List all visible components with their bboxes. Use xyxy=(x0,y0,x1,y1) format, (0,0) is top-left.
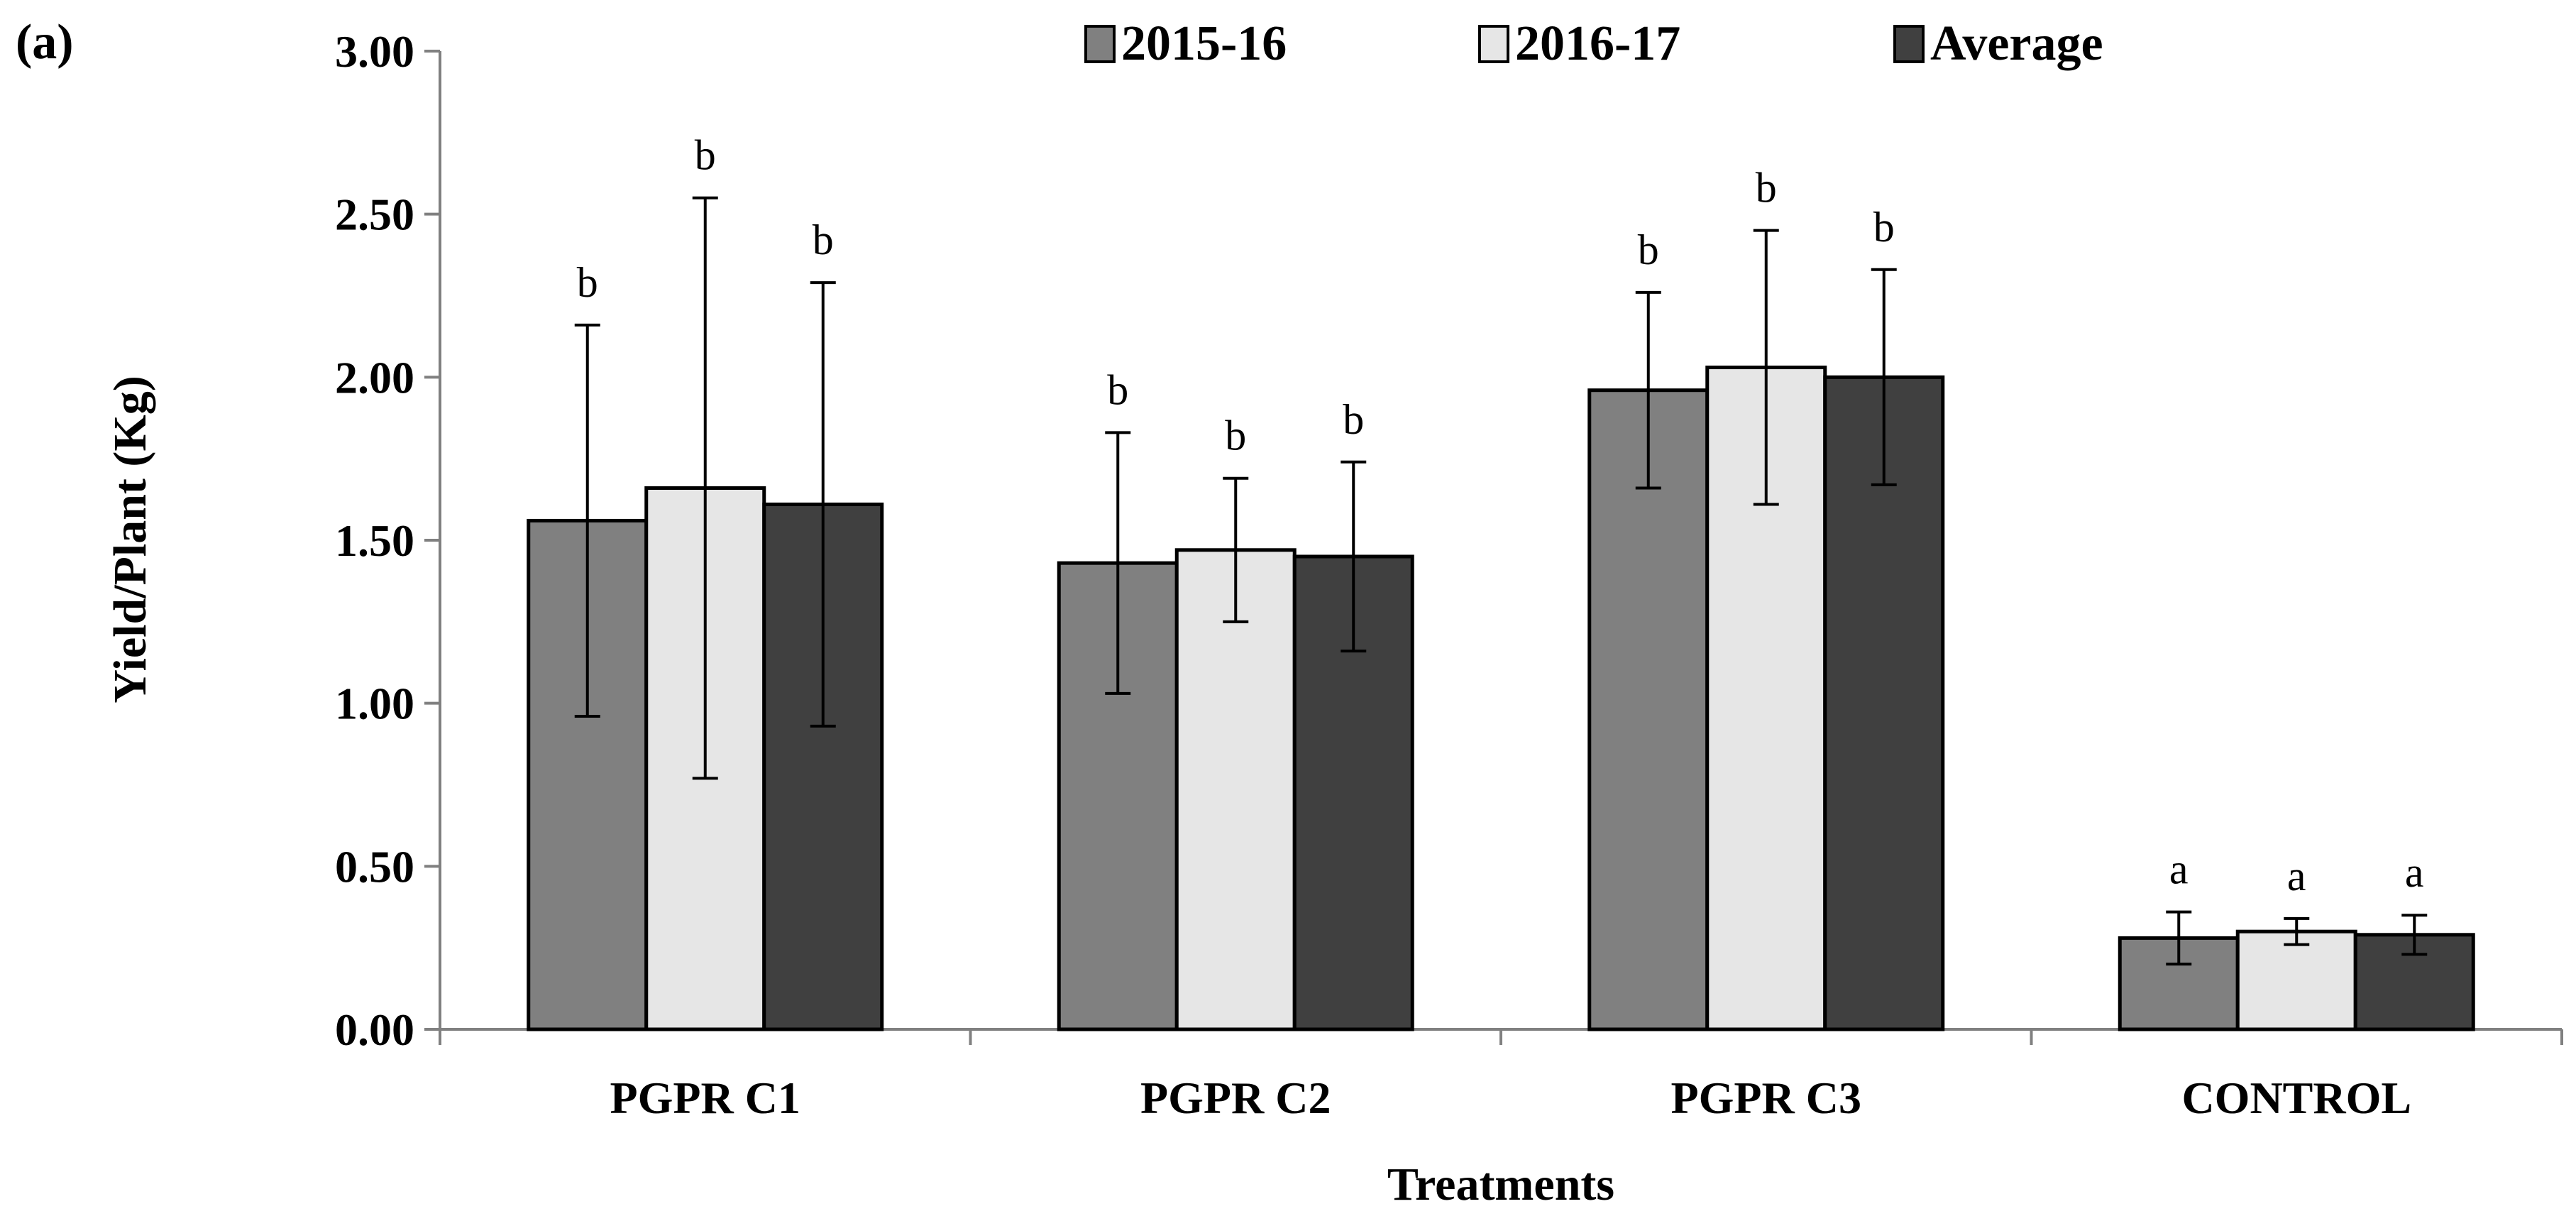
significance-letter: b xyxy=(1343,396,1364,443)
y-tick-label: 2.50 xyxy=(335,190,414,240)
y-tick-label: 2.00 xyxy=(335,352,414,403)
legend-swatch xyxy=(1084,25,1116,63)
legend-label: 2015-16 xyxy=(1121,16,1287,71)
significance-letter: b xyxy=(695,132,716,179)
significance-letter: b xyxy=(1638,226,1659,273)
y-tick-label: 3.00 xyxy=(335,26,414,77)
panel-label: (a) xyxy=(16,15,74,70)
y-tick-label: 0.00 xyxy=(335,1004,414,1055)
significance-letter: a xyxy=(2287,853,2306,899)
bar xyxy=(2235,929,2357,1031)
error-bars xyxy=(574,196,2428,966)
y-tick-label: 1.00 xyxy=(335,679,414,729)
x-tick-label: PGPR C2 xyxy=(1140,1073,1331,1123)
significance-letter: b xyxy=(1873,204,1895,251)
significance-letter: b xyxy=(1225,412,1246,459)
significance-letter: a xyxy=(2169,846,2189,893)
y-tick-label: 0.50 xyxy=(335,841,414,892)
bars xyxy=(527,366,2475,1031)
x-axis-label: Treatments xyxy=(1387,1159,1614,1210)
legend-label: Average xyxy=(1930,16,2103,71)
legend-swatch xyxy=(1893,25,1925,63)
x-tick-label: PGPR C1 xyxy=(610,1073,800,1123)
x-axis: PGPR C1 PGPR C2 PGPR C3 CONTROL xyxy=(439,1028,2563,1123)
significance-letter: b xyxy=(1756,165,1777,212)
y-axis-label: Yield/Plant (Kg) xyxy=(104,376,156,703)
y-tick-label: 1.50 xyxy=(335,515,414,566)
legend: 2015-16 2016-17 Average xyxy=(1084,16,2103,71)
legend-swatch xyxy=(1478,25,1509,63)
legend-label: 2016-17 xyxy=(1515,16,1680,71)
x-tick-label: PGPR C3 xyxy=(1671,1073,1861,1123)
significance-letter: b xyxy=(1107,366,1128,413)
significance-letter: b xyxy=(813,217,834,263)
x-tick-label: CONTROL xyxy=(2181,1073,2411,1123)
significance-letters: b b b b b b b b b a a a xyxy=(577,132,2424,899)
bar xyxy=(1587,388,1710,1031)
y-axis: 0.00 0.50 1.00 1.50 2.00 2.50 3.00 xyxy=(335,26,441,1055)
significance-letter: a xyxy=(2405,849,2424,896)
significance-letter: b xyxy=(577,259,598,306)
